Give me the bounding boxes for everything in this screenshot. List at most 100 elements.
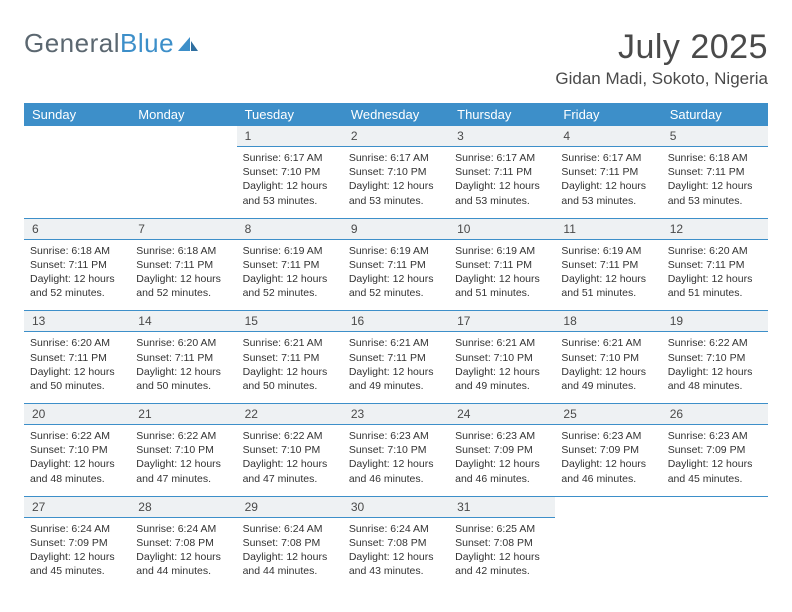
day-cell: Sunrise: 6:23 AMSunset: 7:09 PMDaylight:…	[662, 425, 768, 497]
sunrise-line: Sunrise: 6:21 AM	[349, 336, 443, 350]
day-cell: Sunrise: 6:22 AMSunset: 7:10 PMDaylight:…	[662, 332, 768, 404]
sunrise-line: Sunrise: 6:22 AM	[243, 429, 337, 443]
daylight-line: Daylight: 12 hours and 43 minutes.	[349, 550, 443, 578]
sunrise-line: Sunrise: 6:19 AM	[561, 244, 655, 258]
sunset-line: Sunset: 7:10 PM	[136, 443, 230, 457]
day-cell: Sunrise: 6:19 AMSunset: 7:11 PMDaylight:…	[237, 239, 343, 311]
day-number: 27	[24, 496, 130, 517]
day-cell: Sunrise: 6:23 AMSunset: 7:09 PMDaylight:…	[449, 425, 555, 497]
day-number	[555, 496, 661, 517]
day-number: 5	[662, 126, 768, 147]
brand-part2: Blue	[120, 28, 174, 59]
sunrise-line: Sunrise: 6:24 AM	[243, 522, 337, 536]
sunset-line: Sunset: 7:09 PM	[30, 536, 124, 550]
daylight-line: Daylight: 12 hours and 46 minutes.	[349, 457, 443, 485]
day-number: 22	[237, 404, 343, 425]
daylight-line: Daylight: 12 hours and 46 minutes.	[455, 457, 549, 485]
daylight-line: Daylight: 12 hours and 44 minutes.	[136, 550, 230, 578]
sunrise-line: Sunrise: 6:17 AM	[243, 151, 337, 165]
daylight-line: Daylight: 12 hours and 46 minutes.	[561, 457, 655, 485]
sunrise-line: Sunrise: 6:21 AM	[561, 336, 655, 350]
brand-logo: GeneralBlue	[24, 28, 200, 59]
daylight-line: Daylight: 12 hours and 42 minutes.	[455, 550, 549, 578]
day-number: 16	[343, 311, 449, 332]
sunset-line: Sunset: 7:10 PM	[668, 351, 762, 365]
day-cell: Sunrise: 6:20 AMSunset: 7:11 PMDaylight:…	[130, 332, 236, 404]
day-cell: Sunrise: 6:17 AMSunset: 7:11 PMDaylight:…	[555, 147, 661, 219]
sunset-line: Sunset: 7:11 PM	[30, 351, 124, 365]
day-cell: Sunrise: 6:22 AMSunset: 7:10 PMDaylight:…	[237, 425, 343, 497]
day-cell: Sunrise: 6:18 AMSunset: 7:11 PMDaylight:…	[130, 239, 236, 311]
day-cell: Sunrise: 6:19 AMSunset: 7:11 PMDaylight:…	[449, 239, 555, 311]
day-number: 1	[237, 126, 343, 147]
day-number: 26	[662, 404, 768, 425]
day-number	[24, 126, 130, 147]
day-cell: Sunrise: 6:18 AMSunset: 7:11 PMDaylight:…	[24, 239, 130, 311]
daylight-line: Daylight: 12 hours and 50 minutes.	[136, 365, 230, 393]
daylight-line: Daylight: 12 hours and 49 minutes.	[349, 365, 443, 393]
day-header-monday: Monday	[130, 103, 236, 126]
sunrise-line: Sunrise: 6:22 AM	[30, 429, 124, 443]
day-number: 19	[662, 311, 768, 332]
sunset-line: Sunset: 7:10 PM	[30, 443, 124, 457]
day-number: 7	[130, 218, 236, 239]
sunset-line: Sunset: 7:11 PM	[349, 351, 443, 365]
sunset-line: Sunset: 7:11 PM	[136, 258, 230, 272]
daylight-line: Daylight: 12 hours and 52 minutes.	[30, 272, 124, 300]
day-number: 18	[555, 311, 661, 332]
daylight-line: Daylight: 12 hours and 52 minutes.	[243, 272, 337, 300]
sunset-line: Sunset: 7:11 PM	[349, 258, 443, 272]
day-header-wednesday: Wednesday	[343, 103, 449, 126]
day-number: 8	[237, 218, 343, 239]
sunset-line: Sunset: 7:11 PM	[668, 165, 762, 179]
day-number: 28	[130, 496, 236, 517]
sunset-line: Sunset: 7:08 PM	[136, 536, 230, 550]
sunset-line: Sunset: 7:10 PM	[561, 351, 655, 365]
day-header-tuesday: Tuesday	[237, 103, 343, 126]
sunset-line: Sunset: 7:11 PM	[243, 258, 337, 272]
day-cell: Sunrise: 6:24 AMSunset: 7:08 PMDaylight:…	[237, 517, 343, 588]
day-number	[662, 496, 768, 517]
sunset-line: Sunset: 7:08 PM	[349, 536, 443, 550]
sunset-line: Sunset: 7:11 PM	[30, 258, 124, 272]
sunset-line: Sunset: 7:11 PM	[455, 165, 549, 179]
day-cell: Sunrise: 6:22 AMSunset: 7:10 PMDaylight:…	[130, 425, 236, 497]
daylight-line: Daylight: 12 hours and 53 minutes.	[243, 179, 337, 207]
header: GeneralBlue July 2025 Gidan Madi, Sokoto…	[24, 28, 768, 89]
week-row: Sunrise: 6:22 AMSunset: 7:10 PMDaylight:…	[24, 425, 768, 497]
sunrise-line: Sunrise: 6:20 AM	[668, 244, 762, 258]
day-cell	[130, 147, 236, 219]
location-label: Gidan Madi, Sokoto, Nigeria	[555, 69, 768, 89]
day-number: 3	[449, 126, 555, 147]
day-number: 20	[24, 404, 130, 425]
sunset-line: Sunset: 7:11 PM	[668, 258, 762, 272]
sunset-line: Sunset: 7:11 PM	[136, 351, 230, 365]
sunset-line: Sunset: 7:10 PM	[243, 165, 337, 179]
sunset-line: Sunset: 7:11 PM	[455, 258, 549, 272]
week-row: Sunrise: 6:24 AMSunset: 7:09 PMDaylight:…	[24, 517, 768, 588]
day-number: 30	[343, 496, 449, 517]
day-cell	[24, 147, 130, 219]
day-cell	[555, 517, 661, 588]
sunrise-line: Sunrise: 6:25 AM	[455, 522, 549, 536]
sunset-line: Sunset: 7:09 PM	[561, 443, 655, 457]
week-row: Sunrise: 6:18 AMSunset: 7:11 PMDaylight:…	[24, 239, 768, 311]
sunrise-line: Sunrise: 6:19 AM	[455, 244, 549, 258]
day-number: 29	[237, 496, 343, 517]
sunrise-line: Sunrise: 6:24 AM	[30, 522, 124, 536]
day-header-row: SundayMondayTuesdayWednesdayThursdayFrid…	[24, 103, 768, 126]
sunset-line: Sunset: 7:11 PM	[243, 351, 337, 365]
daylight-line: Daylight: 12 hours and 45 minutes.	[30, 550, 124, 578]
day-cell	[662, 517, 768, 588]
day-header-friday: Friday	[555, 103, 661, 126]
daynum-row: 12345	[24, 126, 768, 147]
day-number: 10	[449, 218, 555, 239]
day-number: 25	[555, 404, 661, 425]
daynum-row: 20212223242526	[24, 404, 768, 425]
day-cell: Sunrise: 6:17 AMSunset: 7:10 PMDaylight:…	[237, 147, 343, 219]
day-cell: Sunrise: 6:25 AMSunset: 7:08 PMDaylight:…	[449, 517, 555, 588]
sunrise-line: Sunrise: 6:22 AM	[668, 336, 762, 350]
month-title: July 2025	[555, 28, 768, 67]
day-cell: Sunrise: 6:21 AMSunset: 7:10 PMDaylight:…	[555, 332, 661, 404]
sunrise-line: Sunrise: 6:22 AM	[136, 429, 230, 443]
